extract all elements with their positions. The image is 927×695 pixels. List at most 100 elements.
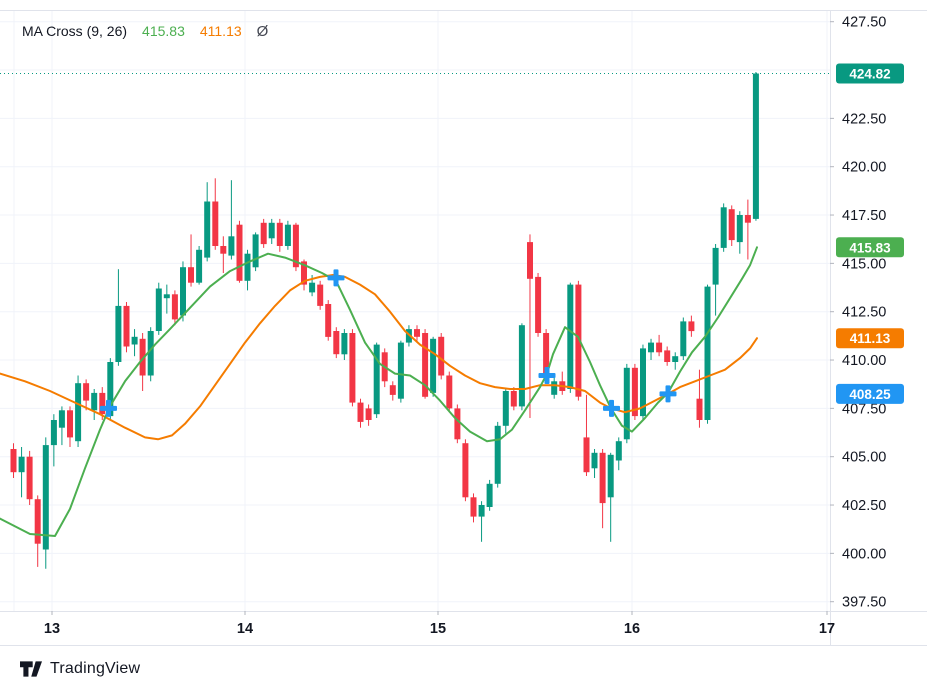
price-badge-cross-price[interactable]: 408.25 bbox=[836, 383, 904, 404]
candle-body bbox=[454, 408, 461, 440]
price-tick-label[interactable]: 412.50 bbox=[842, 305, 886, 321]
price-tick-label[interactable]: 427.50 bbox=[842, 15, 886, 31]
candle-body bbox=[75, 383, 82, 442]
price-badge-last-price[interactable]: 424.82 bbox=[836, 63, 904, 84]
candle-body bbox=[115, 305, 122, 362]
time-axis[interactable] bbox=[0, 612, 927, 645]
time-tick-label[interactable]: 17 bbox=[819, 621, 835, 637]
ma-slow-line[interactable] bbox=[0, 274, 758, 441]
candle-body bbox=[67, 410, 73, 438]
candle-body bbox=[535, 276, 542, 333]
candle-body bbox=[325, 304, 332, 337]
candle-body bbox=[42, 445, 49, 550]
candle-body bbox=[341, 333, 348, 355]
price-tick-label[interactable]: 400.00 bbox=[842, 546, 886, 562]
price-tick-label[interactable]: 402.50 bbox=[842, 498, 886, 514]
price-badge-ma-slow[interactable]: 411.13 bbox=[836, 328, 904, 349]
candle-body bbox=[704, 286, 711, 420]
price-tick-label[interactable]: 410.00 bbox=[842, 353, 886, 369]
candle-body bbox=[18, 456, 25, 473]
time-tick-label[interactable]: 13 bbox=[44, 621, 60, 637]
candle-body bbox=[389, 385, 396, 395]
cross-v-bar bbox=[544, 367, 550, 384]
price-tick-label[interactable]: 405.00 bbox=[842, 450, 886, 466]
indicator-legend[interactable]: MA Cross (9, 26) 415.83 411.13 Ø bbox=[22, 23, 268, 40]
price-badge-bg bbox=[836, 237, 904, 258]
candle-body bbox=[414, 329, 420, 337]
price-tick-label[interactable]: 415.00 bbox=[842, 256, 886, 272]
candle-body bbox=[99, 392, 106, 415]
candle-body bbox=[292, 224, 299, 268]
candle-body bbox=[510, 391, 517, 407]
candle-body bbox=[220, 246, 227, 254]
candle-body bbox=[728, 209, 735, 241]
ma-fast-value: 415.83 bbox=[142, 23, 185, 39]
candle-body bbox=[188, 267, 194, 283]
candle-body bbox=[50, 420, 57, 446]
candle-body bbox=[301, 261, 307, 285]
candle-body bbox=[631, 367, 638, 417]
candle-body bbox=[591, 452, 598, 469]
candle-body bbox=[656, 342, 663, 353]
indicator-title[interactable]: MA Cross (9, 26) bbox=[22, 23, 128, 39]
candle-body bbox=[349, 333, 356, 403]
candle-body bbox=[712, 247, 719, 285]
candle-body bbox=[147, 331, 154, 376]
candle-body bbox=[123, 305, 130, 347]
candle-body bbox=[252, 234, 259, 268]
candle-body bbox=[260, 222, 267, 245]
candle-body bbox=[244, 253, 251, 281]
ma-cross-marker bbox=[100, 399, 117, 417]
candle-body bbox=[672, 356, 679, 362]
price-tick-label[interactable]: 422.50 bbox=[842, 111, 886, 127]
indicator-symbol: Ø bbox=[256, 23, 269, 40]
candle-body bbox=[640, 348, 646, 417]
candle-body bbox=[10, 449, 17, 473]
price-tick-label[interactable]: 397.50 bbox=[842, 595, 886, 611]
candle-body bbox=[551, 381, 558, 395]
price-badge-value: 411.13 bbox=[850, 331, 891, 346]
candle-body bbox=[438, 336, 445, 376]
time-tick-label[interactable]: 16 bbox=[624, 621, 640, 637]
candle-body bbox=[357, 402, 364, 422]
candle-body bbox=[204, 201, 211, 258]
candle-body bbox=[422, 333, 429, 397]
candle-body bbox=[486, 483, 493, 507]
price-tick-label[interactable]: 417.50 bbox=[842, 208, 886, 224]
ma-cross-marker bbox=[603, 399, 620, 417]
price-chart-canvas[interactable]: 427.50 422.50 420.00 417.50 415.00 412.50 410.… bbox=[0, 0, 927, 650]
ma-fast-line[interactable] bbox=[0, 246, 758, 537]
price-tick-label[interactable]: 407.50 bbox=[842, 401, 886, 417]
candle-body bbox=[284, 224, 291, 246]
candle-body bbox=[309, 282, 316, 293]
price-badge-value: 424.82 bbox=[849, 67, 890, 82]
candle-body bbox=[397, 342, 404, 399]
price-badge-value: 415.83 bbox=[849, 240, 891, 255]
price-tick-label[interactable]: 420.00 bbox=[842, 160, 886, 176]
candle-body bbox=[365, 408, 372, 420]
candle-body bbox=[494, 425, 501, 484]
time-tick-label[interactable]: 14 bbox=[237, 621, 253, 637]
candle-body bbox=[131, 336, 138, 345]
candle-body bbox=[171, 294, 178, 320]
candle-body bbox=[236, 224, 243, 281]
candle-body bbox=[615, 441, 622, 461]
candle-body bbox=[518, 325, 525, 407]
ma-slow-value: 411.13 bbox=[199, 23, 242, 39]
candle-body bbox=[196, 249, 203, 283]
candle-body bbox=[26, 456, 33, 500]
cross-v-bar bbox=[333, 269, 339, 287]
cross-v-bar bbox=[665, 385, 671, 403]
ma-cross-marker bbox=[327, 269, 345, 287]
time-tick-label[interactable]: 15 bbox=[430, 621, 446, 637]
ma-cross-marker bbox=[538, 367, 556, 384]
price-badge-ma-fast[interactable]: 415.83 bbox=[836, 237, 904, 258]
candle-body bbox=[470, 497, 477, 517]
cross-v-bar bbox=[106, 399, 111, 417]
candle-body bbox=[163, 294, 170, 299]
price-axis[interactable] bbox=[831, 0, 927, 645]
tradingview-attribution[interactable]: TradingView bbox=[20, 659, 140, 679]
candle-body bbox=[680, 321, 687, 357]
candle-body bbox=[446, 375, 453, 409]
candle-body bbox=[430, 338, 437, 393]
